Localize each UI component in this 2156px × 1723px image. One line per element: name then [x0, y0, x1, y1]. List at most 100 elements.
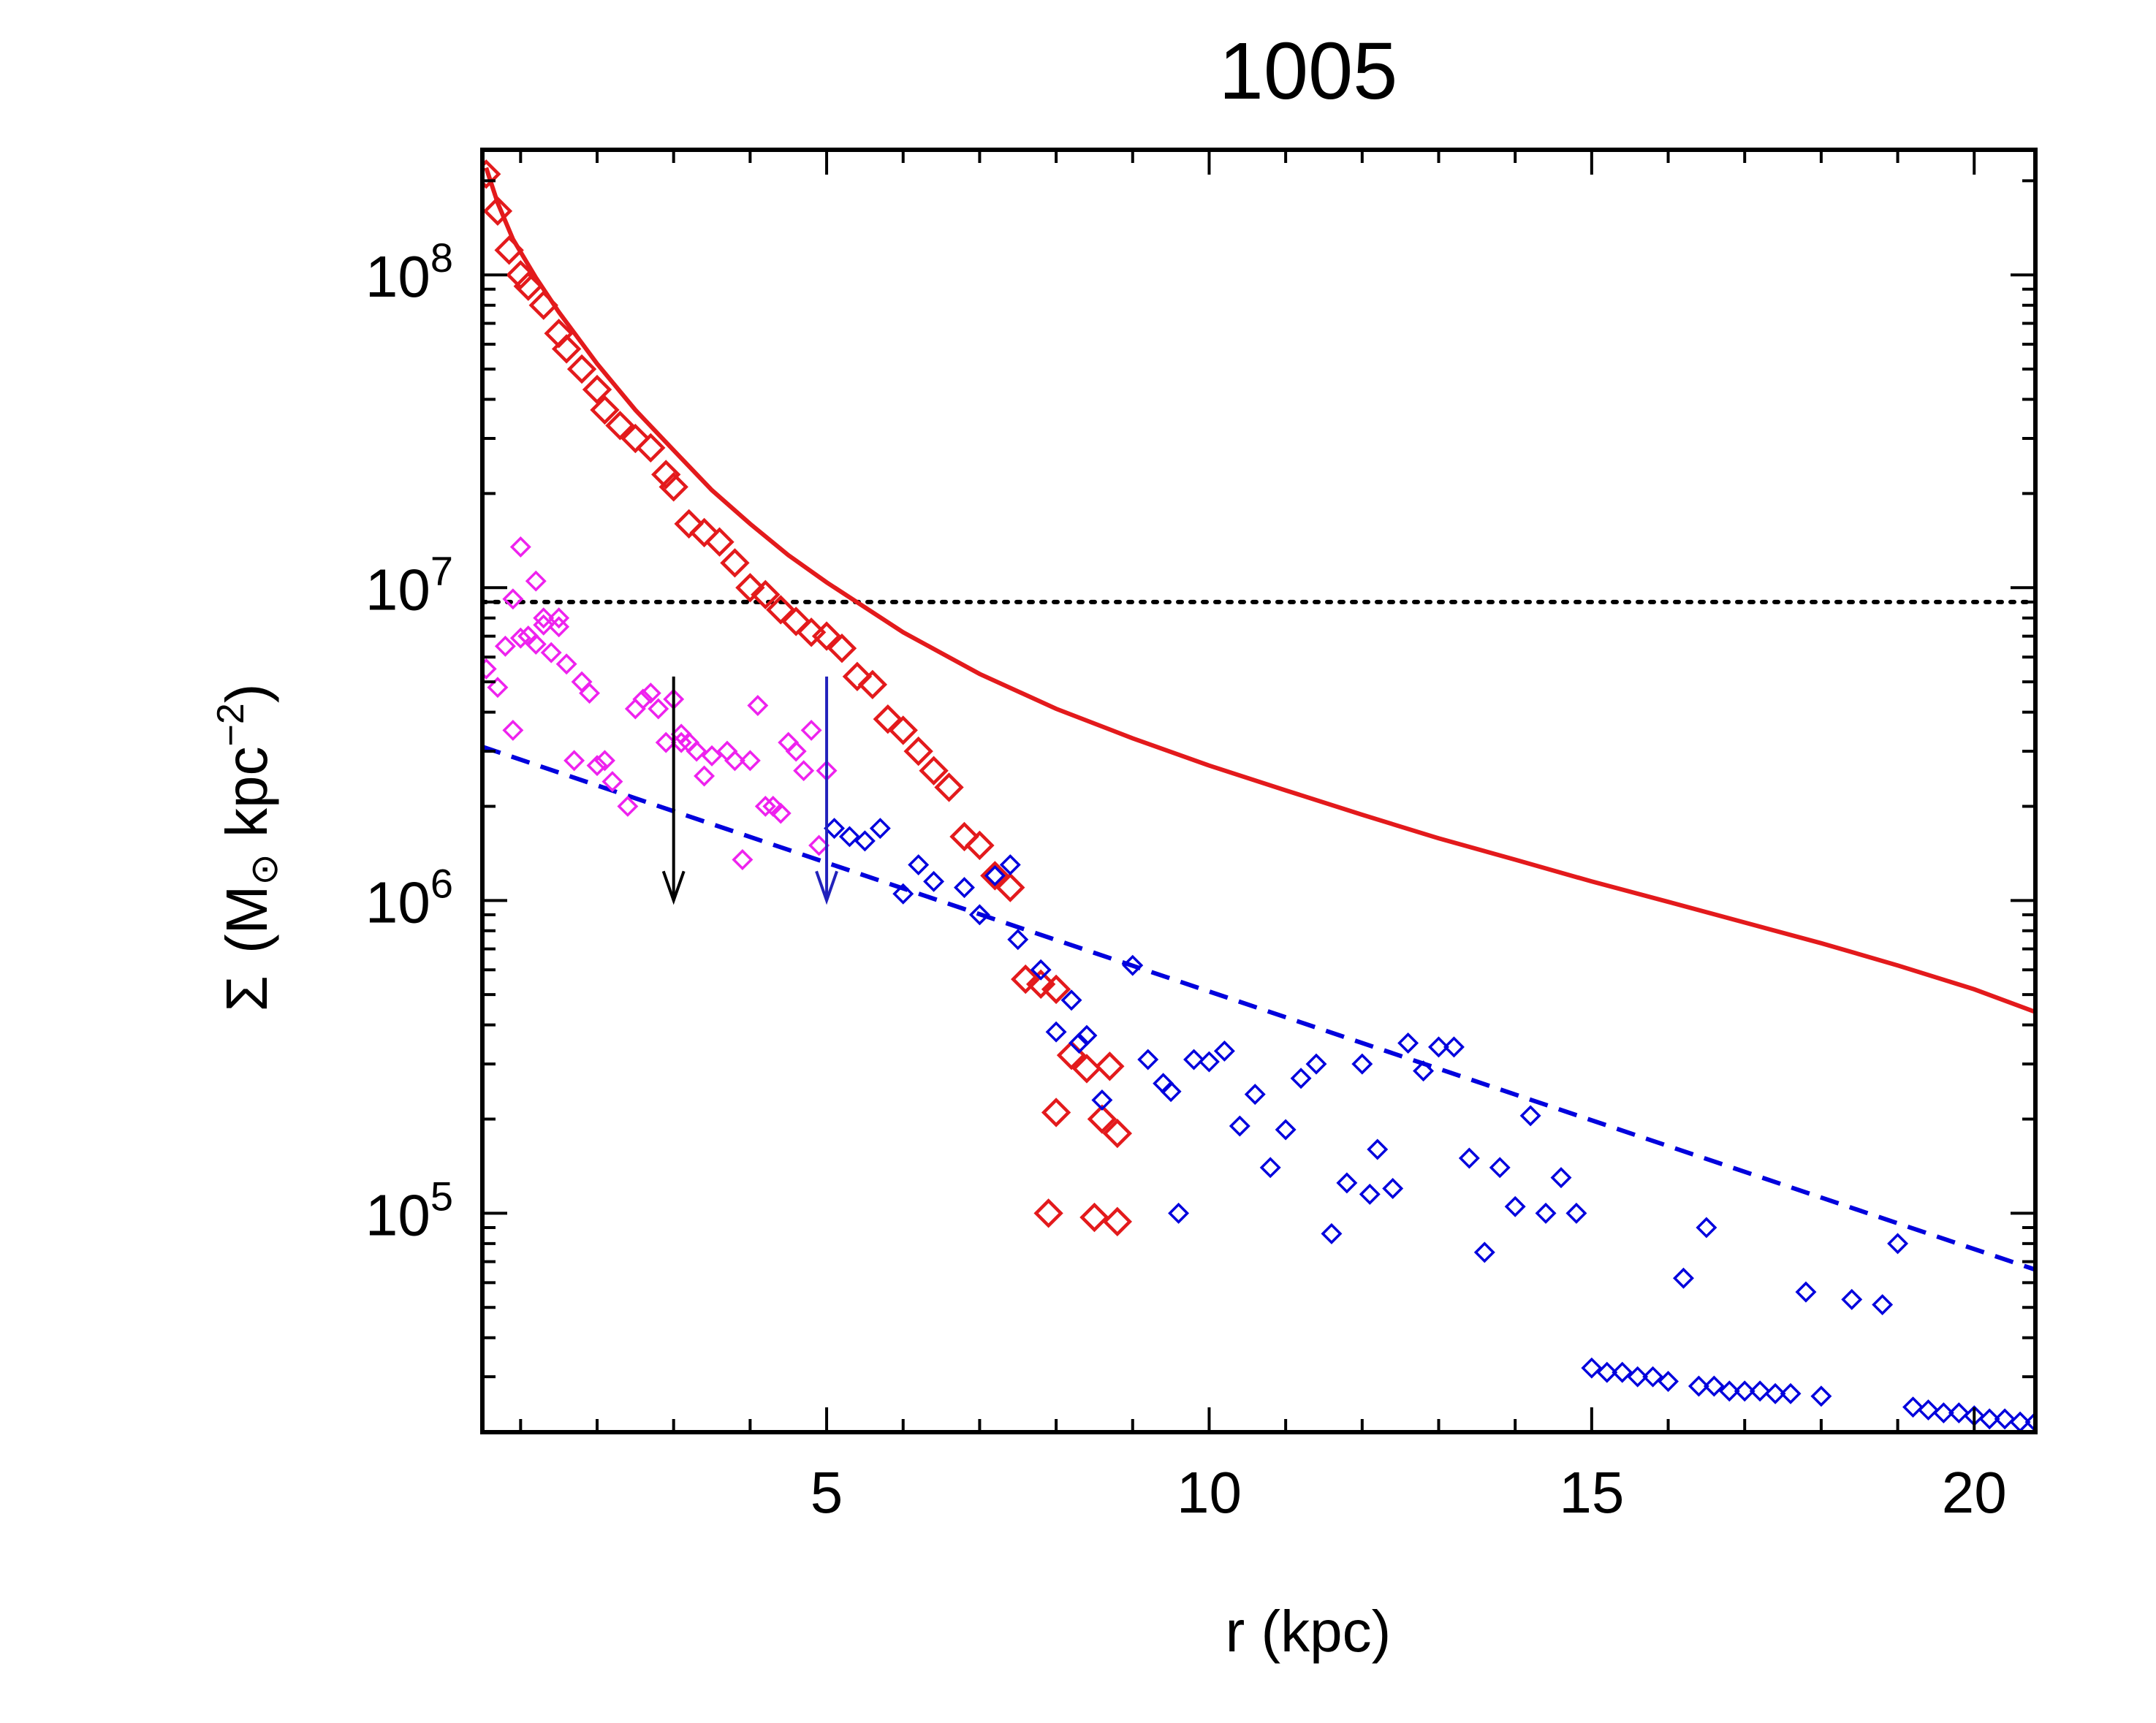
blue-point: [869, 818, 891, 840]
red-point: [689, 517, 719, 548]
magenta-point: [586, 755, 608, 777]
blue-point: [1168, 1202, 1190, 1224]
blue-point: [1473, 1241, 1495, 1263]
blue-point: [1810, 1385, 1832, 1407]
blue-point: [1305, 1053, 1327, 1075]
y-tick-label: 106: [365, 860, 453, 935]
red-point: [1071, 1054, 1102, 1084]
red-point: [620, 423, 650, 454]
magenta-point: [670, 731, 692, 753]
magenta-point: [563, 750, 585, 772]
blue-point: [1007, 929, 1029, 951]
arrows: [661, 676, 838, 905]
red-point: [842, 661, 873, 692]
blue-point: [1948, 1402, 1970, 1424]
y-tick-base: 10: [365, 870, 430, 935]
magenta-point: [509, 536, 531, 558]
y-tick-label: 105: [365, 1173, 453, 1247]
blue-point: [1275, 1119, 1297, 1141]
red-point: [903, 736, 933, 767]
red-point: [482, 159, 501, 189]
red-point: [605, 411, 635, 441]
y-axis-open: (M: [214, 886, 279, 954]
plot-frame: [480, 148, 2038, 1434]
magenta-point: [617, 795, 639, 817]
blue-point: [1229, 1115, 1250, 1137]
y-tick-power: 8: [430, 235, 453, 281]
y-axis-sup: −2: [210, 703, 252, 746]
blue-point: [1060, 989, 1082, 1011]
blue-point: [1321, 1222, 1343, 1244]
red-point: [1079, 1202, 1109, 1233]
chart-title: 1005: [1219, 26, 1398, 116]
magenta-point: [754, 795, 776, 817]
magenta-point: [525, 634, 547, 655]
blue-point: [1290, 1068, 1312, 1089]
magenta-point: [540, 642, 562, 663]
blue-point: [1902, 1396, 1924, 1418]
y-tick-base: 10: [365, 557, 430, 622]
red-point: [1025, 969, 1056, 1000]
blue-point: [1382, 1177, 1404, 1199]
red-point: [919, 756, 949, 786]
red-point: [949, 821, 979, 852]
red-point: [811, 621, 842, 651]
red-diamonds-group: [482, 159, 1133, 1237]
blue-point: [1259, 1157, 1281, 1179]
black-arrow-head: [661, 870, 686, 905]
y-tick-power: 6: [430, 860, 453, 906]
blue-point: [1565, 1202, 1587, 1224]
blue-diamonds-group: [824, 818, 2035, 1432]
blue-point: [1696, 1217, 1717, 1239]
blue-point: [1244, 1084, 1266, 1106]
red-solid-fit: [484, 167, 2035, 1014]
red-point: [506, 260, 536, 290]
magenta-point: [639, 682, 661, 704]
blue-point: [1887, 1233, 1909, 1255]
y-axis-sun: ⊙: [243, 853, 286, 886]
magenta-point: [686, 740, 707, 762]
blue-point: [954, 877, 975, 899]
magenta-point: [517, 625, 539, 647]
red-point: [658, 472, 688, 502]
y-axis-close: ): [214, 684, 279, 704]
blue-point: [1137, 1049, 1159, 1070]
magenta-point: [724, 750, 745, 772]
red-point: [857, 669, 888, 700]
red-point: [965, 830, 995, 861]
magenta-point: [694, 765, 715, 787]
magenta-point: [494, 635, 516, 657]
y-tick-label: 107: [365, 547, 453, 622]
red-point: [796, 617, 827, 647]
red-point: [827, 634, 857, 663]
fit-lines: [482, 167, 2035, 1272]
magenta-point: [525, 570, 547, 592]
blue-point: [824, 818, 846, 840]
magenta-point: [808, 834, 830, 856]
magenta-point: [732, 849, 754, 871]
magenta-point: [785, 740, 807, 762]
blue-point: [892, 883, 914, 905]
blue-point: [1780, 1382, 1802, 1404]
magenta-point: [624, 698, 646, 720]
red-point: [482, 196, 513, 227]
blue-point: [1068, 1032, 1090, 1054]
red-point: [513, 271, 543, 301]
blue-point: [1932, 1402, 1954, 1424]
y-tick-label: 108: [365, 235, 453, 309]
blue-point: [1841, 1288, 1863, 1310]
blue-point: [999, 854, 1021, 876]
red-point: [934, 772, 964, 802]
red-point: [651, 460, 681, 490]
blue-point: [1642, 1366, 1664, 1388]
blue-point: [1359, 1183, 1381, 1205]
blue-point: [1091, 1089, 1113, 1111]
magenta-point: [487, 677, 509, 699]
magenta-point: [482, 658, 497, 680]
red-point: [995, 872, 1025, 902]
x-tick-label: 20: [1942, 1460, 2007, 1525]
red-point: [980, 861, 1010, 891]
blue-point: [1122, 954, 1144, 976]
red-point: [1041, 974, 1071, 1005]
